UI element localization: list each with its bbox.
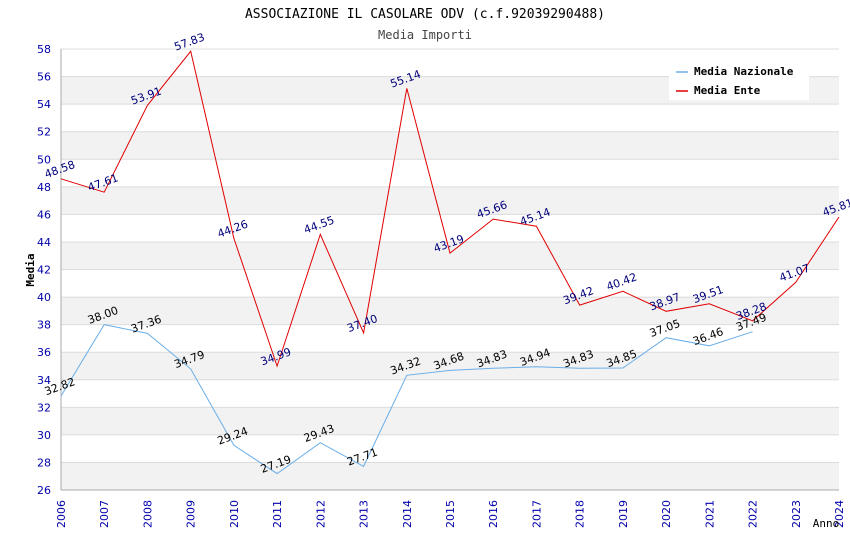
x-tick-label: 2022 bbox=[747, 500, 760, 528]
x-tick-label: 2016 bbox=[487, 500, 500, 528]
grid-band bbox=[61, 186, 839, 215]
data-label-media-ente: 57.83 bbox=[172, 31, 206, 54]
data-label-media-ente: 44.26 bbox=[216, 218, 250, 241]
y-axis-title: Media bbox=[24, 253, 37, 286]
grid-band bbox=[61, 131, 839, 160]
x-tick-label: 2020 bbox=[660, 500, 673, 528]
x-axis-title: Anno bbox=[813, 517, 840, 530]
grid-band bbox=[61, 241, 839, 270]
x-tick-label: 2009 bbox=[185, 500, 198, 528]
x-tick-label: 2010 bbox=[228, 500, 241, 528]
y-tick-label: 54 bbox=[37, 98, 51, 111]
x-tick-label: 2006 bbox=[55, 500, 68, 528]
x-tick-label: 2013 bbox=[358, 500, 371, 528]
grid-band bbox=[61, 462, 839, 490]
chart-title: ASSOCIAZIONE IL CASOLARE ODV (c.f.920392… bbox=[245, 7, 605, 22]
x-tick-label: 2018 bbox=[574, 500, 587, 528]
legend-label-media-nazionale: Media Nazionale bbox=[694, 65, 794, 78]
x-tick-label: 2012 bbox=[314, 500, 327, 528]
data-label-media-ente: 40.42 bbox=[605, 270, 639, 293]
y-tick-label: 52 bbox=[37, 126, 51, 139]
x-tick-label: 2014 bbox=[401, 500, 414, 528]
y-tick-label: 28 bbox=[37, 456, 51, 469]
grid-lines bbox=[61, 48, 839, 491]
legend: Media Nazionale Media Ente bbox=[669, 60, 809, 100]
x-tick-label: 2023 bbox=[790, 500, 803, 528]
y-tick-label: 44 bbox=[37, 236, 51, 249]
series-line-media-ente bbox=[60, 50, 840, 368]
series-line-media-nazionale bbox=[60, 324, 753, 475]
grid-band bbox=[61, 352, 839, 380]
y-tick-label: 30 bbox=[37, 429, 51, 442]
x-tick-label: 2024 bbox=[833, 500, 846, 528]
grid-bands bbox=[61, 76, 839, 490]
x-tick-label: 2008 bbox=[141, 500, 154, 528]
y-tick-label: 48 bbox=[37, 181, 51, 194]
data-label-media-nazionale: 36.46 bbox=[691, 325, 725, 348]
x-tick-label: 2021 bbox=[703, 500, 716, 528]
y-tick-labels: 26 28 30 32 34 36 38 40 42 44 46 48 50 52 54 56 58 bbox=[37, 43, 51, 497]
y-tick-label: 40 bbox=[37, 291, 51, 304]
x-tick-label: 2007 bbox=[98, 500, 111, 528]
chart-subtitle: Media Importi bbox=[378, 28, 472, 42]
grid-band bbox=[61, 297, 839, 325]
y-tick-label: 50 bbox=[37, 153, 51, 166]
y-tick-label: 58 bbox=[37, 43, 51, 56]
series-layer bbox=[60, 50, 840, 475]
y-tick-label: 34 bbox=[37, 374, 51, 387]
data-label-media-ente: 44.55 bbox=[302, 214, 336, 237]
x-tick-label: 2015 bbox=[444, 500, 457, 528]
x-tick-label: 2019 bbox=[617, 500, 630, 528]
y-tick-label: 46 bbox=[37, 208, 51, 221]
y-tick-label: 26 bbox=[37, 484, 51, 497]
x-tick-label: 2017 bbox=[530, 500, 543, 528]
grid-band bbox=[61, 407, 839, 435]
x-tick-labels: 2006 2007 2008 2009 2010 2011 2012 2013 2014 2015… bbox=[55, 500, 846, 528]
y-tick-label: 32 bbox=[37, 401, 51, 414]
y-tick-label: 36 bbox=[37, 346, 51, 359]
y-tick-label: 56 bbox=[37, 71, 51, 84]
y-tick-label: 42 bbox=[37, 264, 51, 277]
legend-box bbox=[669, 60, 809, 100]
y-tick-label: 38 bbox=[37, 319, 51, 332]
x-tick-label: 2011 bbox=[271, 500, 284, 528]
legend-label-media-ente: Media Ente bbox=[694, 84, 761, 97]
